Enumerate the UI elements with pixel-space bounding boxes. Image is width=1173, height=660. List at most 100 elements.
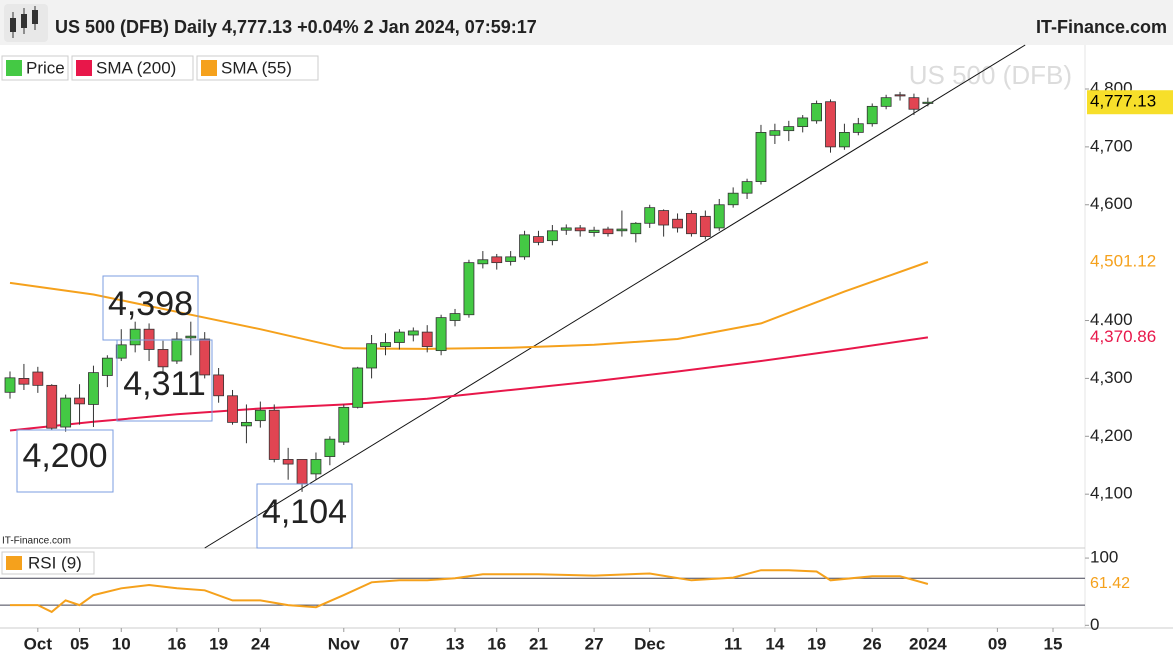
candle-body — [366, 343, 377, 369]
candle-body — [352, 367, 364, 408]
candle-body — [866, 105, 878, 125]
x-tick-label: 09 — [988, 634, 1007, 653]
candle-body — [546, 230, 558, 242]
y-tick-label: 4,600 — [1090, 194, 1133, 213]
candle-body — [922, 101, 934, 104]
candle-body — [227, 395, 238, 423]
candle-body — [241, 421, 252, 427]
candle-body — [533, 236, 544, 243]
x-tick-label: 21 — [529, 634, 548, 653]
legend-swatch — [201, 60, 217, 76]
annotation-box — [16, 429, 114, 493]
x-tick-label: Oct — [24, 634, 53, 653]
price-tag-label: 4,370.86 — [1090, 327, 1156, 346]
candle-body — [254, 409, 266, 422]
candle-body — [268, 409, 280, 460]
rsi-tag — [1087, 574, 1147, 595]
legend-box — [1, 551, 95, 575]
candle-body — [101, 357, 113, 376]
candle-body — [658, 210, 670, 226]
candle-body — [699, 215, 711, 237]
candle-body — [574, 227, 586, 232]
x-tick-label: 05 — [70, 634, 89, 653]
candle-body — [18, 378, 30, 385]
x-tick-label: 07 — [390, 634, 409, 653]
candle-body — [46, 384, 58, 429]
candle-body — [755, 132, 767, 183]
x-tick-label: 16 — [487, 634, 506, 653]
x-tick-label: 15 — [1044, 634, 1063, 653]
candle-body — [713, 204, 725, 229]
candle-body — [797, 117, 809, 128]
candle-body — [839, 132, 850, 148]
candle-body — [185, 335, 197, 339]
candle-body — [727, 192, 739, 206]
rsi-tick-label: 100 — [1090, 548, 1118, 567]
legend-swatch — [6, 60, 22, 76]
candle-body — [880, 97, 892, 107]
y-tick-label: 4,400 — [1090, 310, 1133, 329]
x-tick-label: 10 — [112, 634, 131, 653]
x-tick-label: 27 — [585, 634, 604, 653]
candle-body — [588, 229, 600, 233]
candle-body — [908, 97, 920, 110]
price-tag — [1087, 90, 1173, 115]
candle-body — [560, 227, 572, 231]
price-tag-label: 4,501.12 — [1090, 251, 1156, 270]
candle-body — [435, 317, 447, 352]
y-tick-label: 4,100 — [1090, 484, 1133, 503]
candle-body — [783, 126, 795, 132]
x-tick-label: 26 — [863, 634, 882, 653]
candle-body — [491, 256, 503, 264]
candle-body — [421, 331, 433, 347]
source: IT-Finance.com — [2, 536, 71, 547]
candle-body — [115, 344, 127, 359]
legend-swatch — [6, 556, 22, 570]
price-tag-label: 4,777.13 — [1090, 92, 1156, 111]
annotation-label: 4,311 — [123, 365, 206, 403]
sma-line — [9, 261, 929, 350]
rsi-tag-label: 61.42 — [1090, 575, 1130, 592]
y-tick-label: 4,200 — [1090, 426, 1133, 445]
candle-body — [338, 406, 350, 443]
candle-body — [60, 397, 72, 428]
annotation-label: 4,200 — [22, 437, 107, 475]
x-tick-label: 11 — [724, 634, 742, 653]
candle-body — [282, 459, 294, 465]
candle-body — [463, 262, 475, 316]
candle-body — [171, 338, 183, 362]
rsi-legend-label: RSI (9) — [28, 553, 82, 572]
annotation-label: 4,398 — [108, 285, 193, 323]
annotation-box — [116, 339, 213, 422]
candle-body — [32, 371, 44, 386]
candle-body — [143, 328, 155, 350]
rsi-tick-label: 0 — [1090, 615, 1099, 634]
sma-line — [9, 336, 929, 432]
candle-body — [88, 372, 99, 405]
candle-body — [630, 222, 642, 235]
candle-body — [769, 130, 781, 136]
price-tag — [1087, 249, 1173, 274]
candle-body — [157, 349, 169, 368]
x-tick-label: 13 — [446, 634, 465, 653]
header-bar — [0, 0, 1173, 45]
candle-body — [394, 331, 405, 343]
candle-body — [477, 259, 489, 265]
x-tick-label: 2024 — [909, 634, 947, 653]
logo-icon — [4, 4, 48, 42]
candle-body — [602, 228, 614, 235]
candle-body — [644, 207, 656, 224]
x-tick-label: 14 — [765, 634, 784, 653]
candle-body — [296, 459, 308, 485]
legend-box — [71, 55, 194, 81]
candle-body — [825, 101, 836, 148]
candle-body — [449, 313, 461, 321]
candle-body — [129, 328, 141, 346]
x-tick-label: Dec — [634, 634, 665, 653]
candle-body — [310, 459, 322, 475]
x-tick-label: 16 — [167, 634, 186, 653]
brand: IT-Finance.com — [1036, 17, 1167, 37]
candle-body — [811, 103, 823, 122]
y-tick-label: 4,700 — [1090, 136, 1133, 155]
